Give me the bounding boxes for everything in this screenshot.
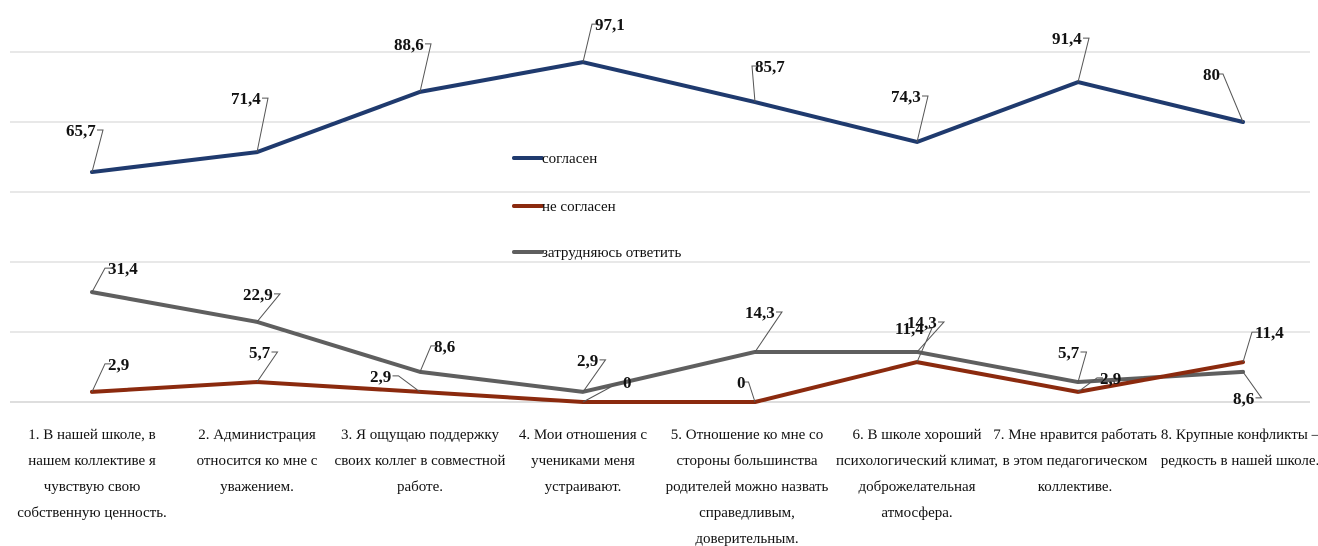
series-lines xyxy=(90,60,1245,404)
category-label-line: редкость в нашей школе. xyxy=(1161,453,1318,469)
data-label: 71,4 xyxy=(231,89,261,108)
data-label: 31,4 xyxy=(108,259,138,278)
label-leader xyxy=(916,95,929,143)
label-leader xyxy=(582,381,626,403)
label-leader xyxy=(742,381,756,403)
data-label: 80 xyxy=(1203,65,1220,84)
category-label: 8. Крупные конфликты – редкость в нашей ш… xyxy=(1161,427,1318,469)
category-label-line: нашем коллективе я xyxy=(28,453,156,469)
category-label-line: 3. Я ощущаю поддержку xyxy=(341,427,499,443)
label-leader xyxy=(916,327,933,363)
data-label: 8,6 xyxy=(434,337,455,356)
series-line-2 xyxy=(90,360,1245,404)
category-label: 5. Отношение ко мне со стороны большинств… xyxy=(666,427,829,546)
category-label-line: 5. Отношение ко мне со xyxy=(671,427,823,443)
label-leader xyxy=(582,359,607,393)
legend-label: затрудняюсь ответить xyxy=(542,245,681,261)
series-line-1 xyxy=(90,60,1245,175)
data-label: 5,7 xyxy=(249,343,271,362)
category-label-line: 8. Крупные конфликты – xyxy=(1161,427,1318,443)
series-line-3 xyxy=(90,290,1245,394)
category-label-line: психологический климат, xyxy=(836,453,998,469)
category-label-line: 1. В нашей школе, в xyxy=(28,427,156,443)
data-label: 0 xyxy=(623,373,632,392)
data-label: 0 xyxy=(737,373,746,392)
category-labels: 1. В нашей школе, в нашем коллективе я чув… xyxy=(17,427,1318,546)
label-leader xyxy=(392,375,421,393)
category-label: 7. Мне нравится работать в этом педагогич… xyxy=(993,427,1157,495)
category-label-line: устраивают. xyxy=(545,479,622,495)
data-label: 11,4 xyxy=(895,319,924,338)
category-label-line: доверительным. xyxy=(695,531,798,546)
category-label-line: родителей можно назвать xyxy=(666,479,829,495)
label-leader xyxy=(1242,331,1258,363)
label-leader xyxy=(419,43,432,93)
label-leader xyxy=(91,129,104,173)
category-label-line: 4. Мои отношения с xyxy=(519,427,648,443)
label-leader xyxy=(1217,73,1244,123)
label-leader xyxy=(1077,37,1090,83)
data-label: 14,3 xyxy=(907,313,937,332)
category-label-line: стороны большинства xyxy=(677,453,818,469)
data-label: 2,9 xyxy=(577,351,598,370)
data-label: 65,7 xyxy=(66,121,96,140)
data-label: 85,7 xyxy=(755,57,785,76)
data-label: 2,9 xyxy=(1100,369,1121,388)
data-label: 2,9 xyxy=(370,367,391,386)
data-label: 97,1 xyxy=(595,15,625,34)
category-label-line: 6. В школе хороший xyxy=(852,427,981,443)
label-leaders xyxy=(91,23,1263,403)
data-label: 74,3 xyxy=(891,87,921,106)
category-label-line: относится ко мне с xyxy=(197,453,318,469)
label-leader xyxy=(256,97,269,153)
category-label: 3. Я ощущаю поддержку своих коллег в совм… xyxy=(335,427,506,495)
category-label-line: коллективе. xyxy=(1038,479,1113,495)
legend-label: согласен xyxy=(542,151,597,167)
data-label: 88,6 xyxy=(394,35,424,54)
category-label: 4. Мои отношения с учениками меня устраива… xyxy=(519,427,648,495)
label-leader xyxy=(1077,351,1088,383)
category-label-line: справедливым, xyxy=(699,505,795,521)
label-leader xyxy=(256,293,282,323)
label-leader xyxy=(751,65,758,103)
gridlines xyxy=(10,51,1310,403)
category-label-line: доброжелательная xyxy=(858,479,975,495)
category-label-line: атмосфера. xyxy=(881,505,952,521)
data-label: 11,4 xyxy=(1255,323,1284,342)
label-leader xyxy=(916,321,946,353)
category-label-line: работе. xyxy=(397,479,443,495)
category-label-line: чувствую свою xyxy=(44,479,141,495)
category-label-line: собственную ценность. xyxy=(17,505,167,521)
label-leader xyxy=(582,23,598,63)
data-labels: 65,7 71,4 88,6 97,1 85,7 74,3 91,4 80 2,9 5,7 2,9 0… xyxy=(66,15,1284,408)
label-leader xyxy=(91,363,111,393)
data-label: 5,7 xyxy=(1058,343,1080,362)
category-label-line: учениками меня xyxy=(531,453,635,469)
category-label: 2. Администрация относится ко мне с уважен… xyxy=(197,427,318,495)
category-label-line: 7. Мне нравится работать xyxy=(993,427,1157,443)
label-leader xyxy=(256,351,279,383)
category-label-line: уважением. xyxy=(220,479,294,495)
category-label: 1. В нашей школе, в нашем коллективе я чув… xyxy=(17,427,167,521)
category-label-line: своих коллег в совместной xyxy=(335,453,506,469)
data-label: 91,4 xyxy=(1052,29,1082,48)
data-label: 8,6 xyxy=(1233,389,1254,408)
label-leader xyxy=(91,267,111,293)
data-label: 14,3 xyxy=(745,303,775,322)
legend: согласен не согласен затрудняюсь ответить xyxy=(512,151,681,261)
category-label: 6. В школе хороший психологический климат… xyxy=(836,427,998,521)
category-label-line: в этом педагогическом xyxy=(1003,453,1148,469)
label-leader xyxy=(419,345,437,373)
legend-label: не согласен xyxy=(542,199,616,215)
data-label: 22,9 xyxy=(243,285,273,304)
label-leader xyxy=(1242,371,1263,399)
data-label: 2,9 xyxy=(108,355,129,374)
label-leader xyxy=(754,311,783,353)
category-label-line: 2. Администрация xyxy=(198,427,316,443)
label-leader xyxy=(1077,377,1103,393)
